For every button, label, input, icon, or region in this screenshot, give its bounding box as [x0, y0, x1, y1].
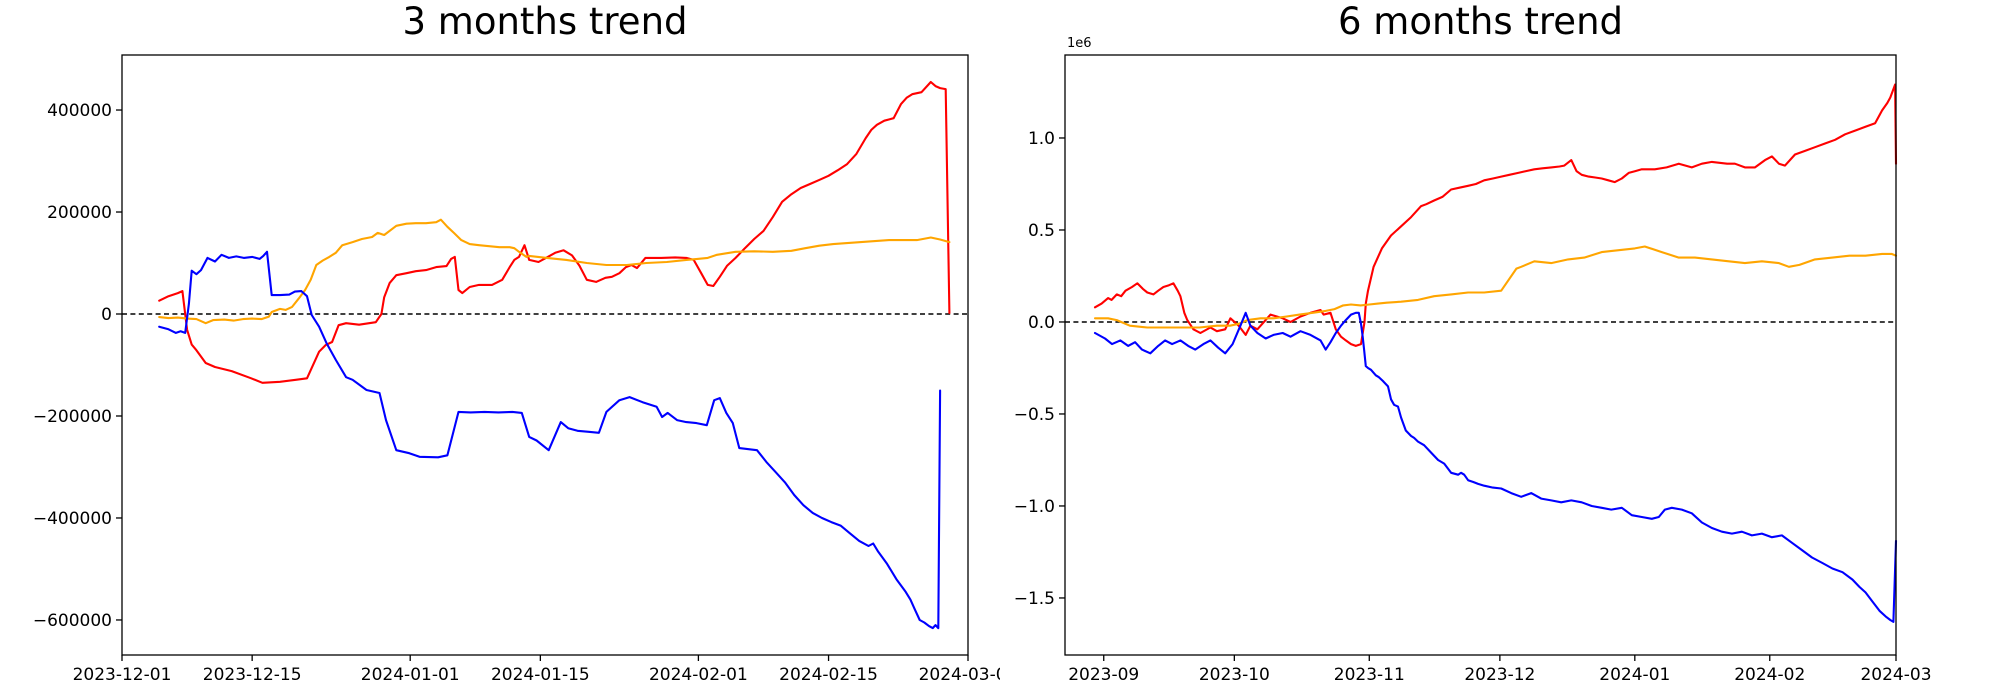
x-tick-label: 2024-02-01: [649, 665, 748, 685]
series-line-red: [1093, 83, 1898, 347]
y-tick-label: 0.0: [1028, 313, 1055, 333]
chart-title-6-months: 6 months trend: [1337, 0, 1624, 43]
y-tick-label: 0: [101, 305, 112, 325]
series-line-orange: [158, 218, 951, 325]
chart-6-months-trend: 6 months trend 1e6 1.0 0.5 0.0 −0.5 −1.0 −1.5…: [1000, 0, 2000, 700]
x-tick-label: 2024-01-15: [491, 665, 590, 685]
y-tick-label: −400000: [33, 509, 112, 529]
x-tick-label: 2024-03: [1860, 665, 1931, 685]
y-tick-label: 400000: [47, 101, 112, 121]
x-tick-label: 2023-12: [1464, 665, 1535, 685]
y-tick-label: 200000: [47, 203, 112, 223]
y-tick-label: −1.0: [1014, 497, 1055, 517]
y-tick-label: 1.0: [1028, 129, 1055, 149]
chart-title-3-months: 3 months trend: [402, 0, 688, 43]
x-tick-label: 2024-01-01: [361, 665, 460, 685]
plot-6-months: 1.0 0.5 0.0 −0.5 −1.0 −1.5 2023-09 2023-10 2023-…: [1014, 54, 1932, 685]
y-tick-label: −600000: [33, 611, 112, 631]
plot-3-months: 400000 200000 0 −200000 −400000 −600000 2023-1…: [33, 54, 1000, 685]
y-axis-offset-label: 1e6: [1067, 36, 1092, 51]
chart-3-months-trend: 3 months trend 400000 200000 0 −200000 −4000…: [33, 0, 1000, 685]
series-line-blue: [158, 250, 942, 630]
x-tick-label: 2024-01: [1599, 665, 1670, 685]
y-tick-label: −0.5: [1014, 405, 1055, 425]
axes-frame: [121, 54, 969, 656]
y-tick-label: −200000: [33, 407, 112, 427]
series-line-red: [158, 80, 951, 384]
y-tick-label: −1.5: [1014, 589, 1055, 609]
x-tick-label: 2024-02: [1734, 665, 1805, 685]
series-line-blue: [1093, 311, 1898, 623]
series-line-orange: [1093, 245, 1898, 329]
x-tick-label: 2023-12-15: [203, 665, 302, 685]
y-tick-label: 0.5: [1028, 221, 1055, 241]
x-tick-label: 2024-03-01: [919, 665, 1000, 685]
x-tick-label: 2023-12-01: [73, 665, 172, 685]
axes-frame: [1064, 54, 1897, 656]
x-tick-label: 2023-09: [1068, 665, 1139, 685]
x-tick-label: 2023-11: [1334, 665, 1405, 685]
x-tick-label: 2023-10: [1199, 665, 1270, 685]
x-tick-label: 2024-02-15: [779, 665, 878, 685]
